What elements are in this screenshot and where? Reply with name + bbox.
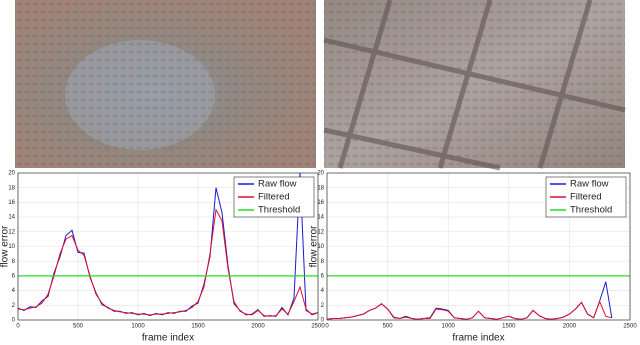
x-tick-label: 1000	[442, 324, 456, 330]
x-tick-label: 2500	[623, 324, 637, 330]
y-tick-label: 2	[12, 303, 16, 309]
y-tick-label: 20	[8, 171, 15, 177]
y-axis-label: flow error	[0, 225, 11, 267]
y-tick-label: 14	[317, 215, 324, 221]
y-tick-label: 14	[8, 215, 15, 221]
legend-label: Threshold	[258, 205, 300, 216]
flow-overlay	[324, 0, 625, 168]
axes-box	[326, 172, 631, 321]
legend-label: Raw flow	[258, 179, 297, 190]
x-tick-label: 2500	[311, 324, 325, 330]
y-tick-label: 6	[321, 273, 325, 279]
legend-label: Filtered	[258, 192, 290, 203]
legend-label: Threshold	[570, 205, 612, 216]
series-line	[17, 208, 319, 317]
x-tick-label: 500	[73, 324, 84, 330]
y-tick-label: 18	[317, 185, 324, 191]
y-tick-label: 2	[321, 303, 325, 309]
y-axis-label: flow error	[309, 225, 320, 267]
x-tick-label: 1500	[191, 324, 205, 330]
y-tick-label: 10	[317, 244, 324, 250]
legend-label: Filtered	[570, 192, 602, 203]
y-tick-label: 6	[12, 273, 16, 279]
x-tick-label: 2000	[563, 324, 577, 330]
y-tick-label: 16	[8, 200, 15, 206]
y-tick-label: 4	[321, 288, 325, 294]
x-tick-label: 500	[383, 324, 394, 330]
y-tick-label: 12	[8, 229, 15, 235]
y-tick-label: 0	[12, 318, 16, 324]
y-tick-label: 10	[8, 244, 15, 250]
axes-box	[17, 172, 319, 321]
series-line	[326, 300, 612, 320]
y-tick-label: 0	[321, 318, 325, 324]
x-tick-label: 2000	[251, 324, 265, 330]
y-tick-label: 12	[317, 229, 324, 235]
x-tick-label: 1000	[131, 324, 145, 330]
flow-overlay	[15, 0, 316, 168]
y-tick-label: 4	[12, 288, 16, 294]
x-axis-label: frame index	[142, 333, 194, 344]
x-tick-label: 0	[325, 324, 329, 330]
y-tick-label: 16	[317, 200, 324, 206]
x-axis-label: frame index	[452, 333, 504, 344]
y-tick-label: 8	[321, 259, 325, 265]
y-tick-label: 20	[317, 171, 324, 177]
x-tick-label: 1500	[502, 324, 516, 330]
x-tick-label: 0	[16, 324, 20, 330]
y-tick-label: 18	[8, 185, 15, 191]
legend-label: Raw flow	[570, 179, 609, 190]
y-tick-label: 8	[12, 259, 16, 265]
